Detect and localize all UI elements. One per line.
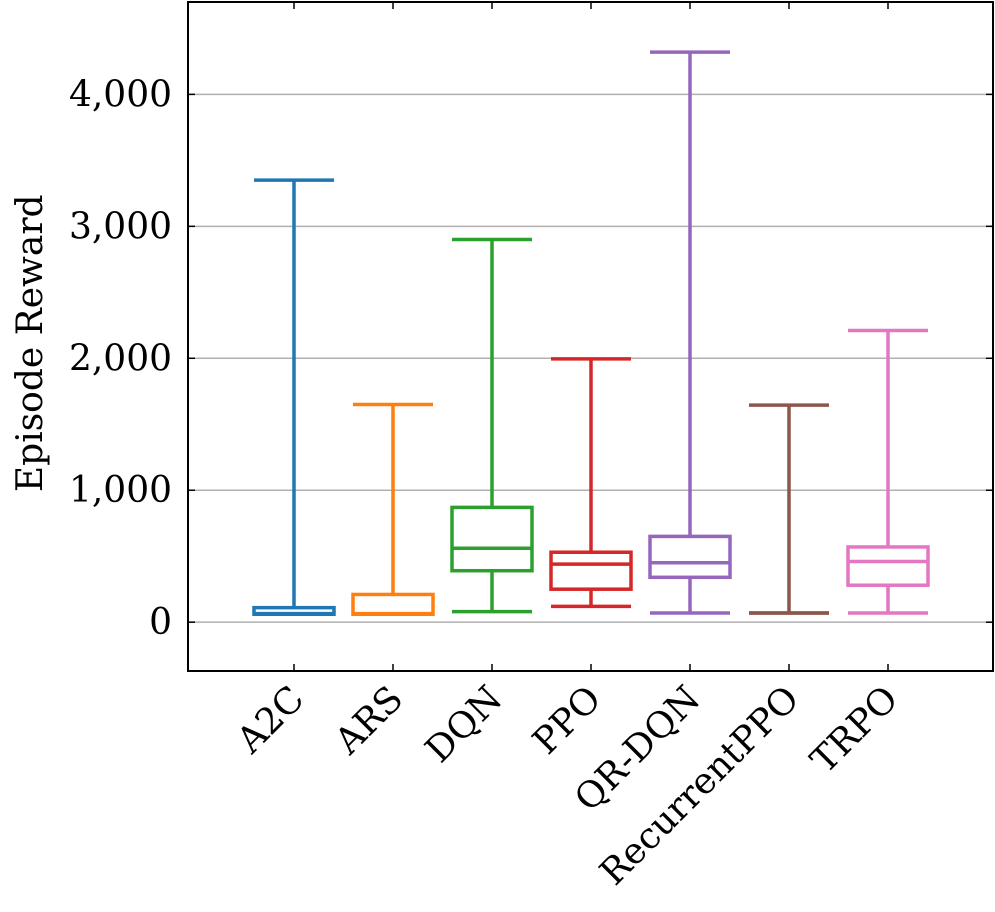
box-trpo — [846, 328, 930, 615]
x-tick-label: DQN — [418, 678, 511, 771]
box-series — [252, 50, 930, 617]
iqr-box — [648, 534, 732, 580]
x-tick-label: TRPO — [803, 678, 906, 781]
y-tick-label: 3,000 — [69, 206, 172, 247]
y-tick-label: 2,000 — [69, 338, 172, 379]
box-a2c — [252, 178, 336, 617]
x-tick-label: ARS — [327, 678, 412, 763]
plot-frame — [187, 1, 994, 672]
iqr-box — [450, 505, 534, 573]
box-qr-dqn — [648, 50, 732, 615]
box-ppo — [549, 357, 633, 609]
box-dqn — [450, 237, 534, 614]
y-tick-label: 0 — [149, 602, 172, 643]
y-tick-label: 1,000 — [69, 470, 172, 511]
x-tick-label: A2C — [229, 678, 313, 762]
x-tick-label: PPO — [525, 678, 609, 762]
iqr-box — [351, 592, 435, 617]
y-tick-label: 4,000 — [69, 74, 172, 115]
box-recurrentppo — [749, 403, 829, 615]
y-axis-label: Episode Reward — [10, 194, 51, 492]
iqr-box — [846, 545, 930, 587]
iqr-box — [549, 550, 633, 591]
box-ars — [351, 402, 435, 617]
